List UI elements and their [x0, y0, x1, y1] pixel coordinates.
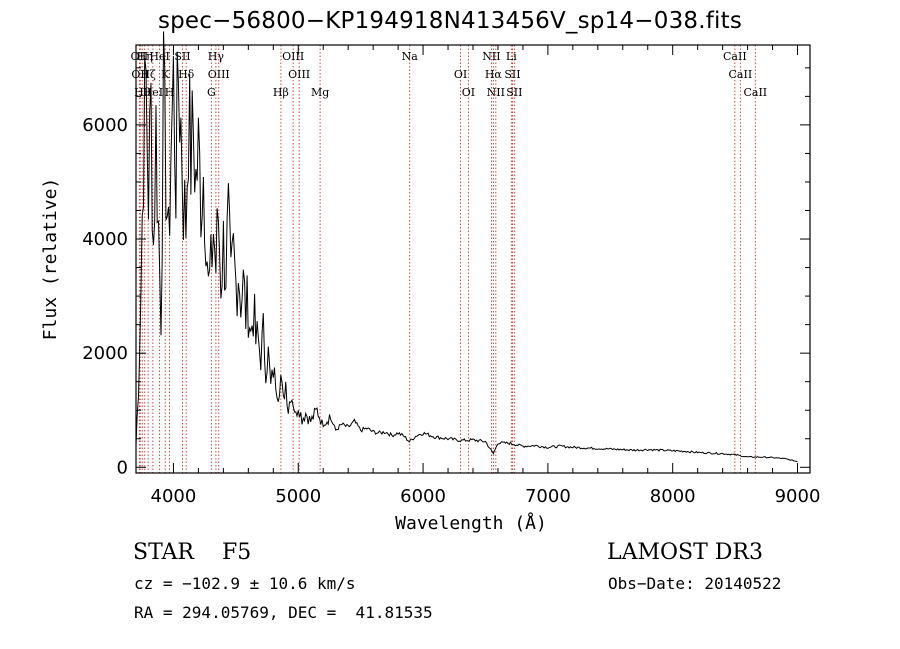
- survey-name: LAMOST DR3: [607, 540, 763, 565]
- y-axis-label: Flux (relative): [40, 178, 61, 341]
- spectral-line-label: H: [165, 86, 175, 99]
- y-tick-label: 2000: [82, 343, 128, 364]
- y-tick-label: 4000: [82, 229, 128, 250]
- spectral-line-label: OIII: [282, 50, 304, 63]
- spectral-line-label: OIII: [288, 68, 310, 81]
- spectral-line-label: HeI: [149, 50, 169, 63]
- spectral-line-label: NII: [487, 86, 505, 99]
- y-axis: 0 2000 4000 6000: [82, 67, 810, 478]
- y-tick-label: 0: [117, 457, 128, 478]
- spectral-line-label: CaII: [729, 68, 753, 81]
- x-tick-label: 5000: [275, 486, 321, 507]
- spectrum-series: [135, 31, 798, 463]
- obs-date: Obs−Date: 20140522: [608, 574, 782, 593]
- spectral-line-label: NII: [482, 50, 500, 63]
- x-tick-label: 4000: [151, 486, 197, 507]
- redshift-cz: cz = −102.9 ± 10.6 km/s: [134, 574, 356, 593]
- spectral-line-label: Mg: [311, 86, 329, 99]
- x-axis: 4000 5000 6000 7000 8000 9000: [151, 45, 821, 507]
- spectral-line-label: SII: [506, 86, 522, 99]
- spectral-line-label: K: [161, 68, 170, 81]
- spectral-line-label: Li: [506, 50, 517, 63]
- ra-dec: RA = 294.05769, DEC = 41.81535: [134, 603, 433, 622]
- spectral-line-label: CaII: [723, 50, 747, 63]
- x-axis-label: Wavelength (Å): [395, 512, 547, 534]
- spectral-line-label: OIII: [208, 68, 230, 81]
- spectral-line-label: Hη: [137, 50, 153, 63]
- spectral-line-label: CaII: [743, 86, 767, 99]
- x-tick-label: 7000: [525, 486, 571, 507]
- spectral-line-label: SII: [174, 50, 190, 63]
- spectral-line-label: OII: [131, 50, 149, 63]
- spectral-line-label: G: [207, 86, 216, 99]
- x-tick-label: 8000: [650, 486, 696, 507]
- spectral-line-label: Hγ: [208, 50, 225, 63]
- x-tick-label: 6000: [400, 486, 446, 507]
- object-class: STAR F5: [133, 540, 252, 565]
- spectral-line-label: OI: [454, 68, 467, 81]
- spectral-line-label: OI: [462, 86, 475, 99]
- spectral-line-label: HeI: [143, 86, 163, 99]
- spectral-line-label: Na: [402, 50, 419, 63]
- spectral-line-label: Hα: [485, 68, 503, 81]
- spectral-line-label: Hδ: [178, 68, 195, 81]
- spectral-line-label: Hζ: [140, 68, 156, 81]
- spectrum-line: [135, 31, 798, 463]
- x-tick-label: 9000: [775, 486, 821, 507]
- spectral-line-label: Hβ: [273, 86, 289, 99]
- line-markers: [138, 45, 756, 473]
- chart-title: spec−56800−KP194918N413456V_sp14−038.fit…: [157, 8, 743, 34]
- spectral-line-label: SII: [504, 68, 520, 81]
- line-labels: OIIOIIHθHηHζHeIHeIKHSIIHδGHγOIIIHβOIIIOI…: [131, 50, 768, 99]
- y-tick-label: 6000: [82, 115, 128, 136]
- plot-frame: [135, 44, 811, 474]
